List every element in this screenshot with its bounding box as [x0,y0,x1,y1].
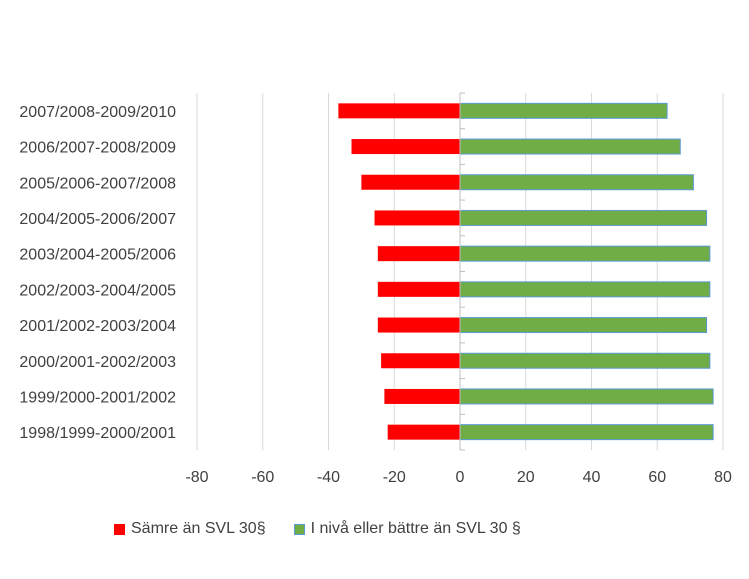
legend-item-positive: I nivå eller bättre än SVL 30 § [293,520,521,538]
bar-negative [381,353,460,369]
bar-negative [377,317,460,333]
bar-positive [459,245,711,262]
bar-negative [387,424,460,440]
x-tick-label: -60 [251,469,274,486]
category-label: 2000/2001-2002/2003 [19,354,176,371]
x-tick-label: -80 [185,469,208,486]
bar-negative [374,210,460,226]
bar-positive [459,388,714,405]
category-label: 1998/1999-2000/2001 [19,425,176,442]
x-tick-label: 0 [456,469,465,486]
bar-negative [384,388,460,404]
category-label: 1999/2000-2001/2002 [19,389,176,406]
legend: Sämre än SVL 30§ I nivå eller bättre än … [114,520,549,538]
bar-negative [377,246,460,262]
x-tick-label: 80 [714,469,732,486]
category-label: 2006/2007-2008/2009 [19,140,176,157]
category-label: 2001/2002-2003/2004 [19,318,176,335]
legend-label-positive: I nivå eller bättre än SVL 30 § [310,520,521,537]
category-label: 2004/2005-2006/2007 [19,211,176,228]
bar-negative [351,139,460,155]
category-label: 2002/2003-2004/2005 [19,282,176,299]
bar-negative [361,174,460,190]
bar-positive [459,138,681,155]
bar-positive [459,352,711,369]
bar-positive [459,317,708,334]
x-tick-label: -20 [383,469,406,486]
category-labels: 1998/1999-2000/2001 1999/2000-2001/2002 20… [19,104,176,442]
bars [338,102,714,441]
category-label: 2005/2006-2007/2008 [19,175,176,192]
axis [459,92,465,451]
x-tick-labels: -80 -60 -40 -20 0 20 40 60 80 [185,469,732,486]
bar-positive [459,102,668,119]
bar-positive [459,174,694,191]
x-tick-label: 60 [648,469,666,486]
bar-negative [377,281,460,297]
bar-positive [459,281,711,298]
bar-negative [338,103,460,119]
legend-swatch-positive [293,523,305,535]
category-label: 2003/2004-2005/2006 [19,247,176,264]
x-tick-label: 20 [517,469,535,486]
x-tick-label: 40 [583,469,601,486]
legend-swatch-negative [114,523,125,535]
legend-item-negative: Sämre än SVL 30§ [114,520,266,538]
category-label: 2007/2008-2009/2010 [19,104,176,121]
legend-label-negative: Sämre än SVL 30§ [131,520,266,537]
bar-positive [459,424,714,441]
bar-positive [459,209,708,226]
x-tick-label: -40 [317,469,340,486]
